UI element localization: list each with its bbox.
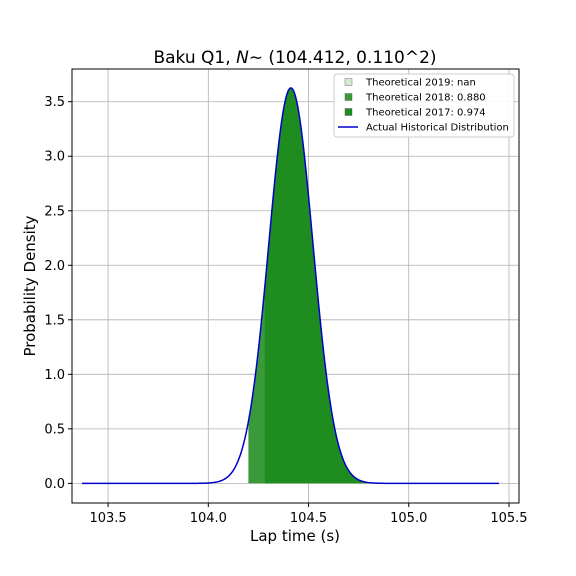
legend: Theoretical 2019: nan Theoretical 2018: 0…: [333, 73, 515, 138]
y-axis-ticks: 0.0 0.5 1.0 1.5 2.0 2.5 3.0 3.5: [44, 95, 72, 492]
legend-entry-label: Theoretical 2017: 0.974: [365, 108, 486, 119]
plot-frame: [71, 68, 520, 504]
y-tick-label: 0.5: [44, 422, 65, 437]
y-tick-label: 1.5: [44, 313, 65, 328]
y-tick-label: 0.0: [44, 477, 65, 492]
x-tick-label: 104.5: [290, 511, 327, 526]
legend-entry-label: Theoretical 2019: nan: [365, 78, 476, 89]
x-axis-label: Lap time (s): [250, 527, 340, 545]
shaded-area-series-1: [248, 290, 265, 484]
actual-distribution-line: [82, 87, 499, 485]
y-tick-label: 3.0: [44, 150, 65, 165]
legend-swatch: [344, 93, 353, 101]
legend-frame: [333, 73, 515, 138]
x-axis-ticks: 103.5 104.0 104.5 105.0 105.5: [89, 503, 528, 526]
legend-swatch: [344, 108, 353, 116]
x-tick-label: 104.0: [190, 511, 227, 526]
legend-entry-label: Actual Historical Distribution: [366, 123, 509, 134]
distribution-curve: [82, 87, 499, 485]
y-tick-label: 3.5: [44, 95, 65, 110]
shaded-regions: [248, 87, 377, 484]
y-axis-label: Probability Density: [21, 215, 39, 356]
chart-title: Baku Q1, N∼ (104.412, 0.110^2): [153, 48, 436, 68]
legend-entry-label: Theoretical 2018: 0.880: [365, 93, 486, 104]
x-tick-label: 103.5: [89, 511, 126, 526]
y-tick-label: 2.5: [44, 204, 65, 219]
y-tick-label: 2.0: [44, 259, 65, 274]
shaded-area-series-2: [264, 87, 377, 484]
y-tick-label: 1.0: [44, 368, 65, 383]
legend-swatch: [344, 78, 353, 86]
x-tick-label: 105.0: [390, 511, 427, 526]
x-tick-label: 105.5: [490, 511, 527, 526]
